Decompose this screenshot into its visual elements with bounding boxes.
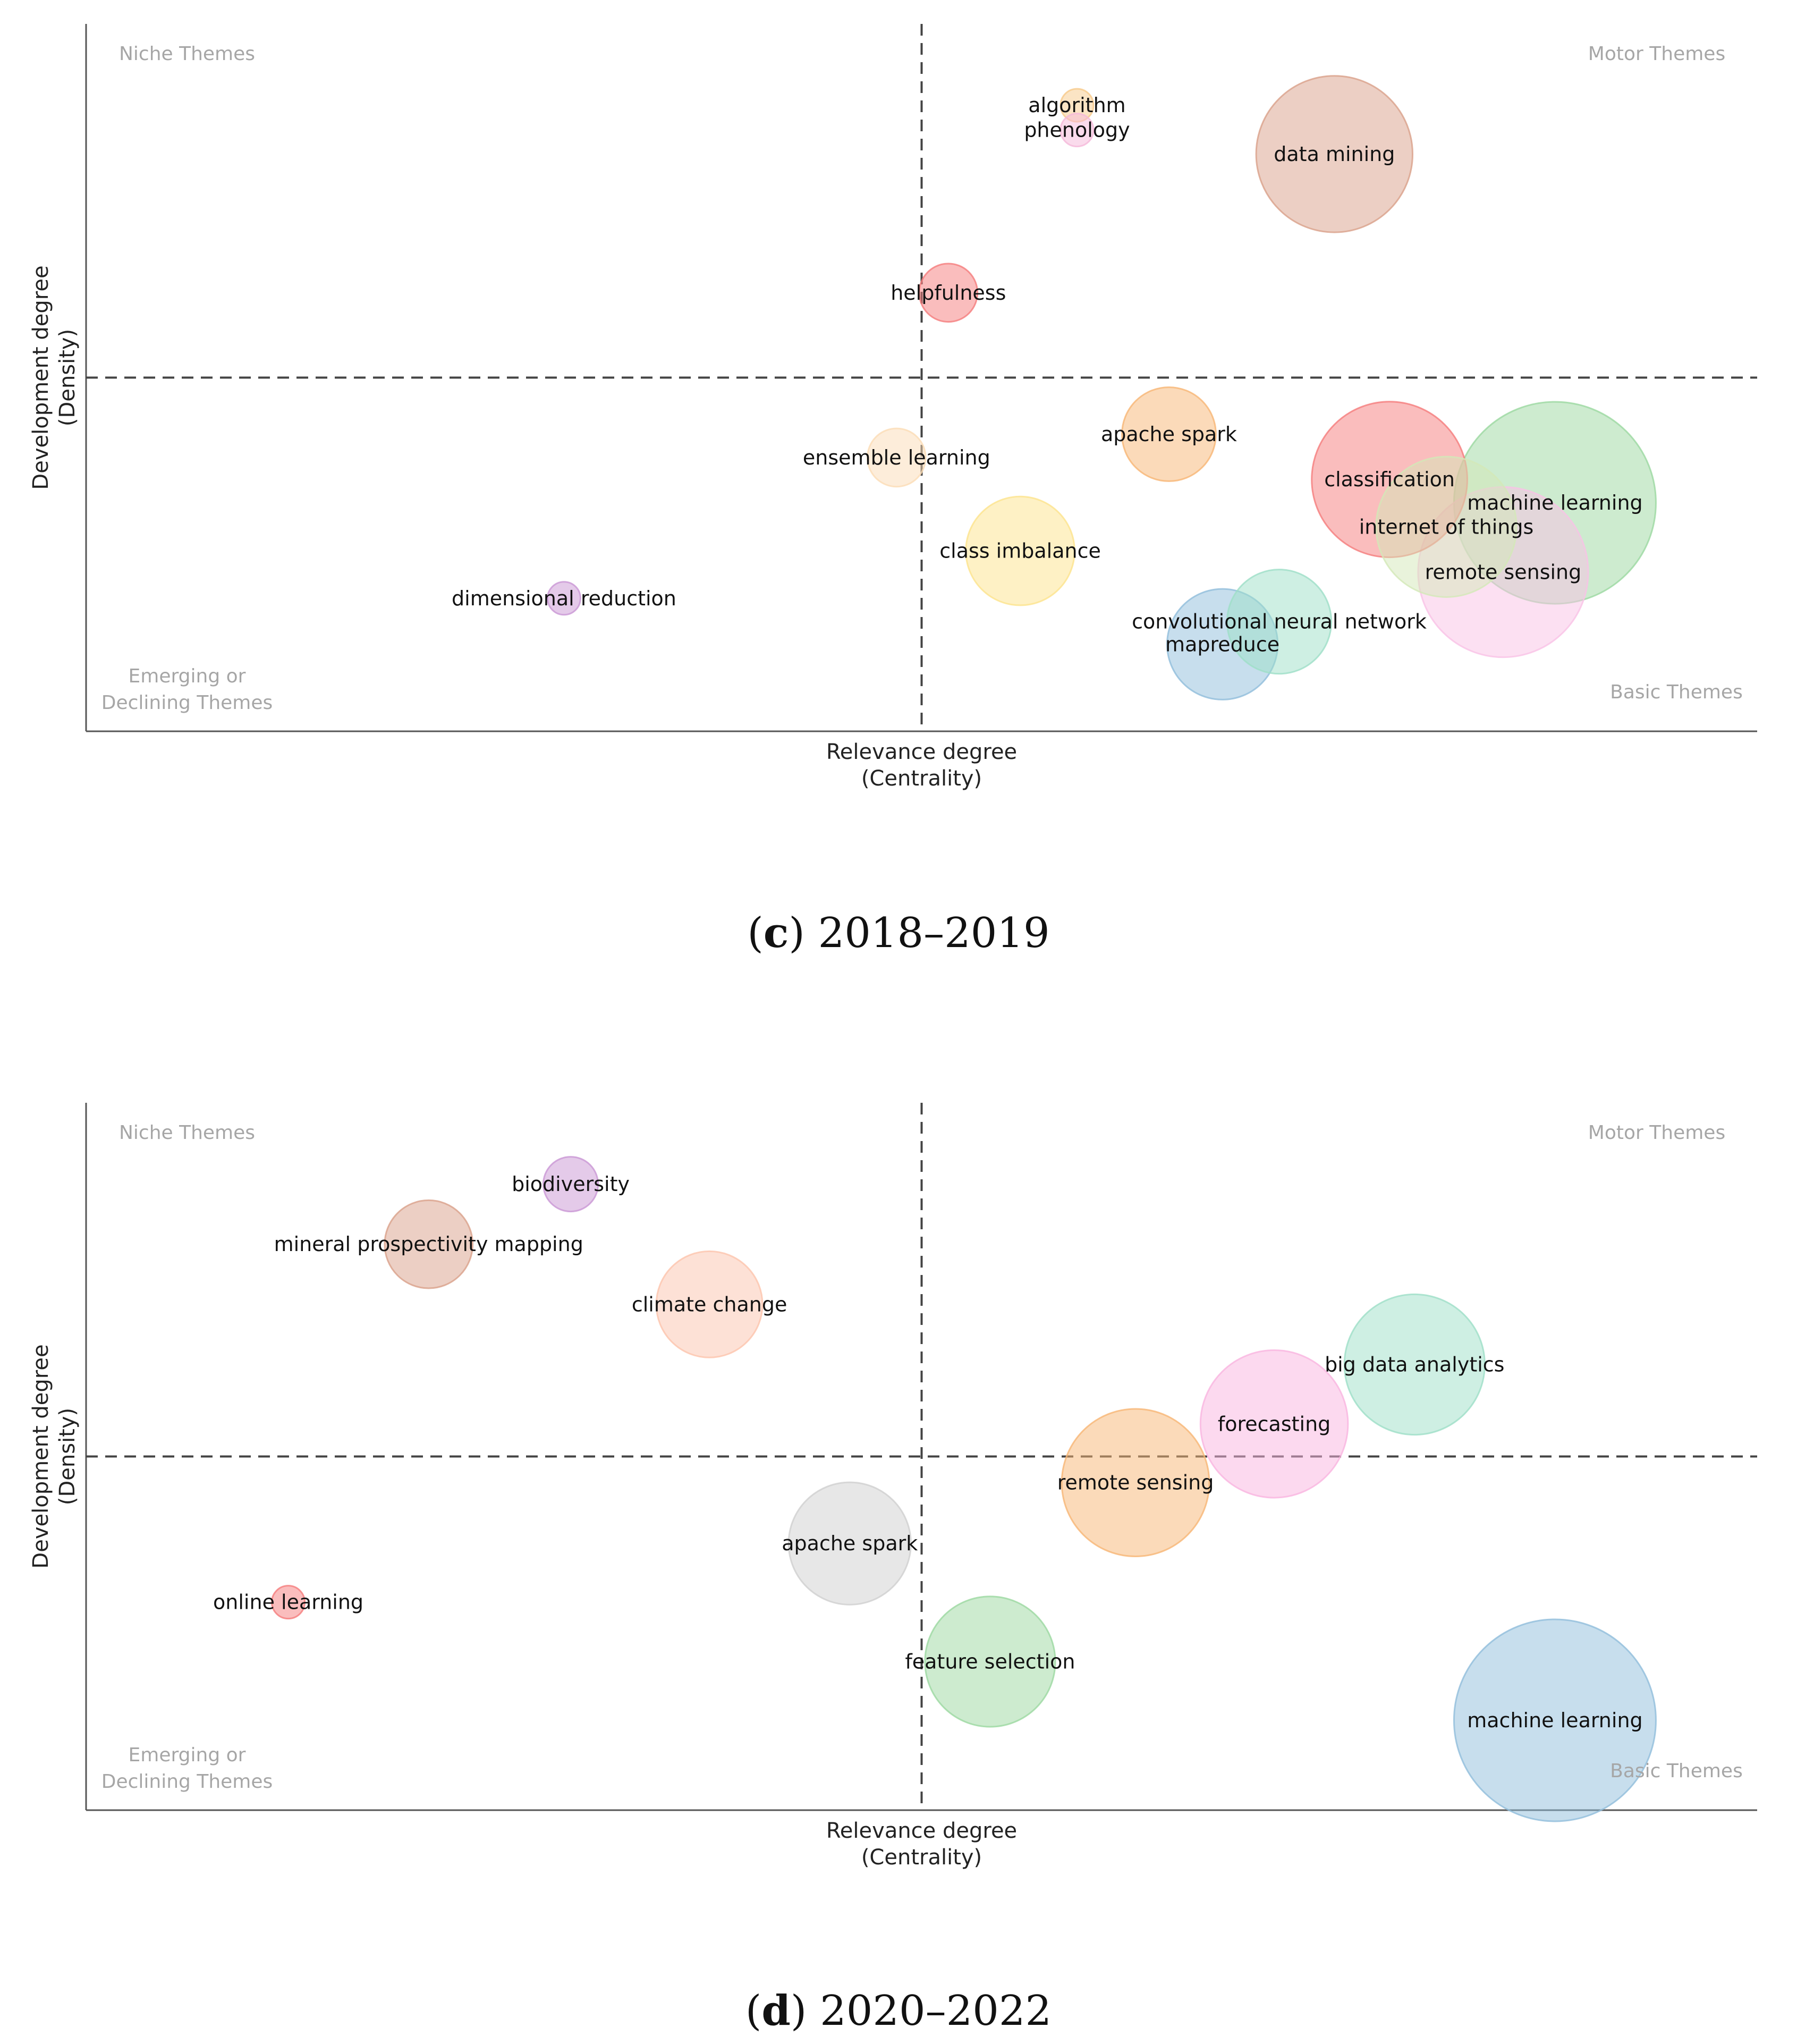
quadrant-label-niche: Niche Themes — [119, 1122, 255, 1144]
quadrant-label-basic: Basic Themes — [1610, 681, 1743, 703]
theme-label: machine learning — [1467, 1709, 1642, 1732]
x-axis-title: (Centrality) — [861, 1845, 982, 1870]
theme-bubble — [787, 1481, 912, 1606]
theme-label: online learning — [213, 1591, 363, 1614]
x-axis-title: (Centrality) — [861, 766, 982, 791]
theme-label: forecasting — [1218, 1412, 1330, 1435]
caption-years: 2020–2022 — [820, 1987, 1052, 2035]
theme-bubble — [1453, 1618, 1657, 1822]
y-axis-title-line: Development degree — [29, 265, 53, 489]
theme-bubble — [1199, 1349, 1349, 1499]
theme-label: remote sensing — [1057, 1471, 1214, 1494]
theme-label: mapreduce — [1165, 632, 1279, 656]
quadrant-label-emerging: Declining Themes — [101, 1771, 273, 1793]
theme-label: climate change — [632, 1293, 787, 1316]
theme-bubble — [1375, 455, 1518, 598]
theme-label: class imbalance — [939, 539, 1101, 563]
quadrant-label-motor: Motor Themes — [1588, 1122, 1725, 1144]
figure-caption: (d) 2020–2022 — [745, 1987, 1052, 2035]
theme-label: big data analytics — [1325, 1353, 1504, 1376]
panel-2020-2022: biodiversity mineral prospectivity mappin… — [29, 1103, 1757, 2035]
theme-label: internet of things — [1359, 515, 1534, 538]
quadrant-label-emerging: Declining Themes — [101, 692, 273, 714]
caption-paren-close: ) — [789, 909, 818, 957]
theme-label: machine learning — [1467, 491, 1642, 514]
theme-label: biodiversity — [512, 1172, 630, 1196]
quadrant-label-motor: Motor Themes — [1588, 43, 1725, 65]
theme-bubble — [1059, 113, 1095, 148]
caption-paren-close: ) — [791, 1987, 820, 2035]
quadrant-label-emerging: Emerging or — [129, 1744, 246, 1766]
quadrant-label-niche: Niche Themes — [119, 43, 255, 65]
caption-paren-open: ( — [745, 1987, 761, 2035]
quadrant-label-basic: Basic Themes — [1610, 1760, 1743, 1782]
caption-years: 2018–2019 — [818, 909, 1050, 957]
theme-label: mineral prospectivity mapping — [274, 1232, 583, 1256]
figure-caption: (c) 2018–2019 — [747, 909, 1049, 957]
y-axis-title-line: Development degree — [29, 1344, 53, 1568]
theme-label: helpfulness — [891, 281, 1006, 305]
theme-label: apache spark — [1101, 423, 1237, 446]
theme-bubble — [546, 581, 581, 616]
theme-bubble — [1061, 1408, 1210, 1558]
theme-bubble — [1255, 75, 1414, 233]
y-axis-title: Development degree (Density) — [29, 1344, 80, 1568]
theme-label: apache spark — [782, 1532, 918, 1555]
y-axis-title-line: (Density) — [55, 1408, 80, 1505]
caption-letter: d — [761, 1987, 791, 2035]
theme-label: ensemble learning — [803, 446, 990, 469]
theme-bubble — [1121, 386, 1217, 482]
caption-paren-open: ( — [747, 909, 763, 957]
theme-bubble — [1226, 569, 1333, 675]
theme-bubble — [965, 495, 1075, 606]
theme-bubble — [384, 1199, 474, 1289]
theme-bubble — [1343, 1293, 1486, 1436]
theme-label: remote sensing — [1425, 561, 1582, 584]
theme-label: algorithm — [1028, 94, 1125, 117]
theme-label: convolutional neural network — [1132, 610, 1427, 634]
y-axis-title-line: (Density) — [55, 329, 80, 426]
theme-label: dimensional reduction — [452, 587, 676, 610]
x-axis-title: Relevance degree — [826, 740, 1017, 764]
theme-label: classification — [1324, 468, 1455, 491]
y-axis-title: Development degree (Density) — [29, 265, 80, 489]
theme-bubble — [543, 1156, 599, 1213]
theme-bubble — [924, 1595, 1056, 1728]
theme-bubble — [918, 263, 979, 323]
theme-bubble — [867, 427, 927, 488]
caption-letter: c — [764, 909, 789, 957]
quadrant-label-emerging: Emerging or — [129, 665, 246, 687]
theme-label: data mining — [1274, 142, 1395, 166]
theme-bubble — [271, 1585, 306, 1620]
theme-label: feature selection — [905, 1650, 1075, 1673]
theme-label: phenology — [1024, 119, 1130, 142]
theme-bubble — [655, 1250, 764, 1358]
x-axis-title: Relevance degree — [826, 1819, 1017, 1843]
